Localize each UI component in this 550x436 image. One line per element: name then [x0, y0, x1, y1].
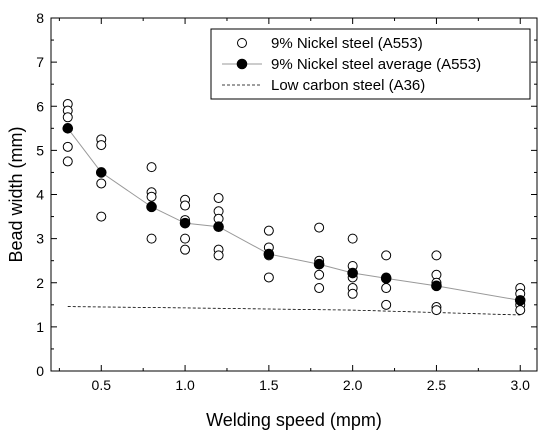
average-point [213, 221, 224, 233]
y-tick-label: 0 [36, 363, 44, 379]
average-line [67, 128, 521, 301]
legend-open-circle-marker [237, 38, 247, 48]
legend-filled-circle-marker [236, 58, 248, 70]
y-tick-label: 3 [36, 231, 44, 247]
y-tick-label: 2 [36, 275, 44, 291]
nickel-steel-point [314, 283, 325, 294]
nickel-steel-point [314, 269, 325, 280]
x-tick-label: 1.0 [175, 377, 195, 393]
nickel-steel-point [180, 233, 191, 244]
y-tick-label: 7 [36, 54, 44, 70]
average-point [179, 217, 191, 229]
average-point [146, 201, 157, 213]
nickel-steel-point [263, 272, 274, 283]
nickel-steel-point [146, 162, 157, 173]
nickel-steel-point [96, 211, 107, 222]
nickel-steel-point [347, 233, 358, 244]
low-carbon-line [67, 306, 521, 316]
nickel-steel-point [62, 156, 73, 167]
data-points [62, 99, 526, 316]
y-tick-label: 5 [36, 142, 44, 158]
nickel-steel-point [381, 250, 392, 261]
nickel-steel-point [381, 299, 392, 310]
legend-label: 9% Nickel steel (A553) [271, 35, 423, 52]
nickel-steel-point [431, 305, 442, 316]
nickel-steel-point [96, 140, 107, 151]
plot-frame [50, 17, 538, 372]
average-point [431, 280, 442, 292]
x-tick-label: 1.5 [259, 377, 279, 393]
nickel-steel-point [314, 222, 325, 233]
nickel-steel-point [431, 250, 442, 261]
x-tick-label: 2.0 [343, 377, 363, 393]
nickel-steel-point [62, 141, 73, 152]
y-axis-title: Bead width (mm) [6, 126, 26, 262]
legend-label: Low carbon steel (A36) [271, 77, 425, 94]
average-point [263, 248, 275, 260]
nickel-steel-point [146, 233, 157, 244]
nickel-steel-point [146, 191, 157, 202]
legend-label: 9% Nickel steel average (A553) [271, 56, 481, 73]
legend: 9% Nickel steel (A553) 9% Nickel steel av… [210, 28, 531, 100]
y-tick-label: 1 [36, 319, 44, 335]
low-carbon-series-line [67, 306, 521, 316]
tick-labels: 0.5 1.0 1.5 2.0 2.5 3.0 0 1 2 3 4 5 6 7 8 [36, 10, 530, 393]
nickel-steel-point [96, 178, 107, 189]
nickel-steel-point [263, 225, 274, 236]
nickel-steel-point [347, 288, 358, 299]
average-point [347, 267, 358, 279]
average-point [62, 123, 74, 134]
average-point [95, 167, 107, 178]
y-tick-label: 4 [36, 187, 44, 203]
legend-box [210, 28, 531, 100]
average-point [514, 295, 526, 306]
x-tick-label: 0.5 [92, 377, 112, 393]
x-tick-label: 2.5 [427, 377, 447, 393]
average-point [380, 273, 392, 284]
nickel-steel-point [62, 112, 73, 123]
x-axis-title: Welding speed (mpm) [206, 410, 382, 430]
nickel-steel-point [381, 283, 392, 294]
y-tick-label: 8 [36, 10, 44, 26]
average-series-line [67, 128, 521, 301]
nickel-steel-point [213, 193, 224, 204]
x-tick-label: 3.0 [511, 377, 531, 393]
y-tick-label: 6 [36, 98, 44, 114]
nickel-steel-point [180, 200, 191, 211]
nickel-steel-point [515, 305, 526, 316]
nickel-steel-point [213, 250, 224, 261]
average-point [313, 258, 325, 270]
nickel-steel-point [180, 244, 191, 255]
